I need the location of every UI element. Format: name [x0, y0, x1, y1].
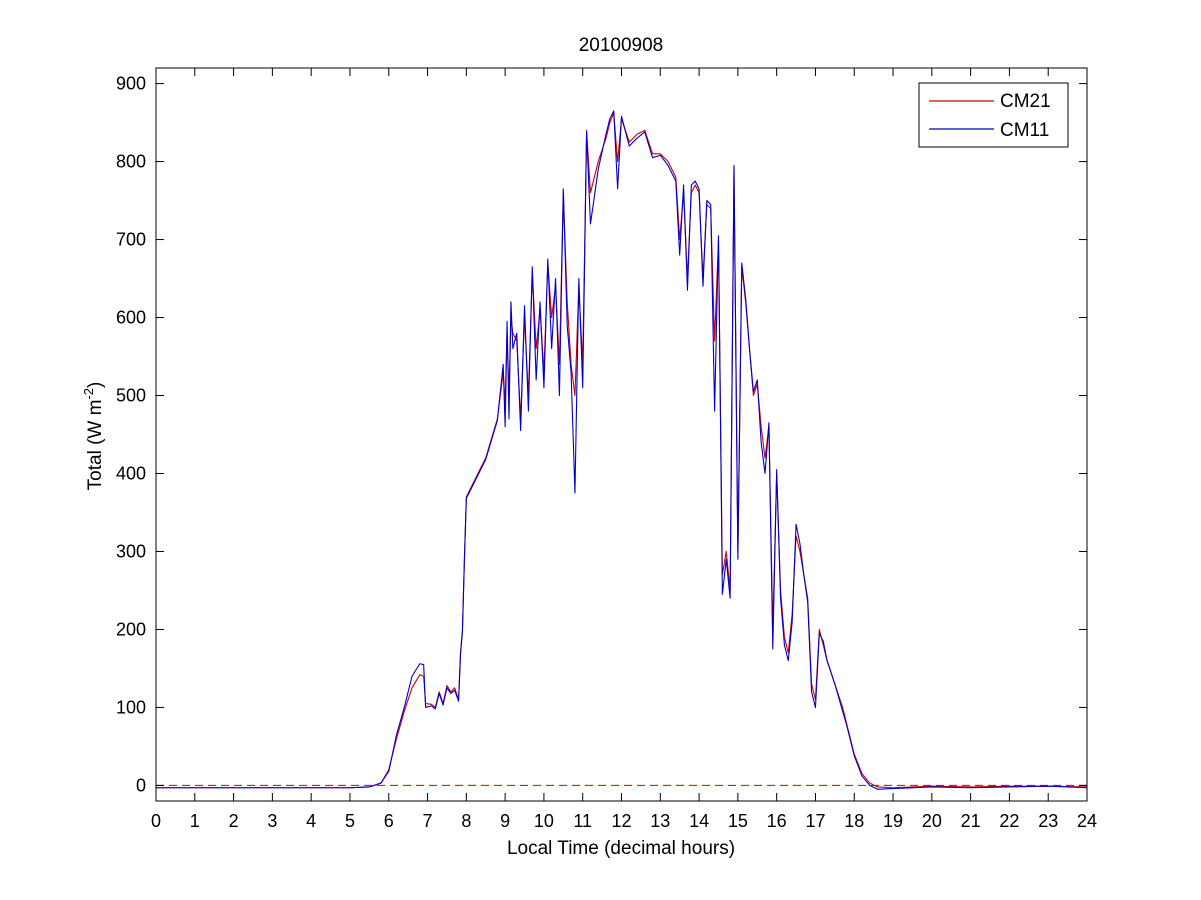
x-tick-label: 0	[151, 811, 161, 831]
y-tick-label: 0	[136, 775, 146, 795]
x-tick-label: 10	[534, 811, 554, 831]
x-tick-label: 9	[500, 811, 510, 831]
x-axis-label: Local Time (decimal hours)	[507, 838, 735, 859]
y-tick-label: 600	[116, 308, 146, 328]
y-tick-label: 400	[116, 463, 146, 483]
y-tick-label: 700	[116, 230, 146, 250]
x-tick-label: 23	[1038, 811, 1058, 831]
x-tick-label: 17	[805, 811, 825, 831]
x-tick-label: 11	[573, 811, 592, 831]
y-tick-label: 200	[116, 619, 146, 639]
x-tick-label: 21	[961, 811, 981, 831]
x-tick-label: 14	[689, 811, 709, 831]
y-tick-label: 300	[116, 541, 146, 561]
legend: CM21 CM11	[918, 82, 1069, 148]
x-tick-label: 18	[844, 811, 864, 831]
y-tick-label: 100	[116, 697, 146, 717]
plot-area: 0 1 2 3 4 5 6 7 8 9 10 11 12 13 14 15 16 17 18 19 20 21 22 23 24…	[116, 67, 1097, 831]
y-tick-label: 500	[116, 386, 146, 406]
series-line-cm21	[156, 112, 1088, 789]
chart-title: 20100908	[579, 35, 664, 56]
x-tick-label: 24	[1077, 811, 1097, 831]
x-tick-label: 3	[267, 811, 277, 831]
x-tick-label: 16	[767, 811, 787, 831]
y-axis-label-main: Total (W m	[85, 400, 106, 491]
legend-label-cm11: CM11	[1000, 120, 1049, 141]
y-axis-label-close: )	[85, 382, 106, 388]
series-line-cm11	[156, 110, 1088, 790]
y-tick-label: 900	[116, 74, 146, 94]
x-tick-label: 20	[922, 811, 942, 831]
x-tick-label: 22	[999, 811, 1019, 831]
y-tick-label: 800	[116, 152, 146, 172]
x-tick-label: 7	[423, 811, 433, 831]
x-tick-label: 13	[650, 811, 670, 831]
y-axis-label-superscript: -2	[81, 388, 96, 400]
x-tick-label: 19	[883, 811, 903, 831]
legend-box	[918, 82, 1069, 148]
x-tick-label: 8	[461, 811, 471, 831]
x-tick-label: 4	[306, 811, 316, 831]
x-tick-label: 12	[611, 811, 631, 831]
x-tick-label: 5	[345, 811, 355, 831]
y-axis-label: Total (W m-2)	[81, 382, 106, 491]
x-tick-label: 2	[229, 811, 239, 831]
x-tick-label: 6	[384, 811, 394, 831]
legend-label-cm21: CM21	[1000, 91, 1051, 112]
x-tick-label: 1	[190, 811, 200, 831]
x-tick-label: 15	[728, 811, 748, 831]
